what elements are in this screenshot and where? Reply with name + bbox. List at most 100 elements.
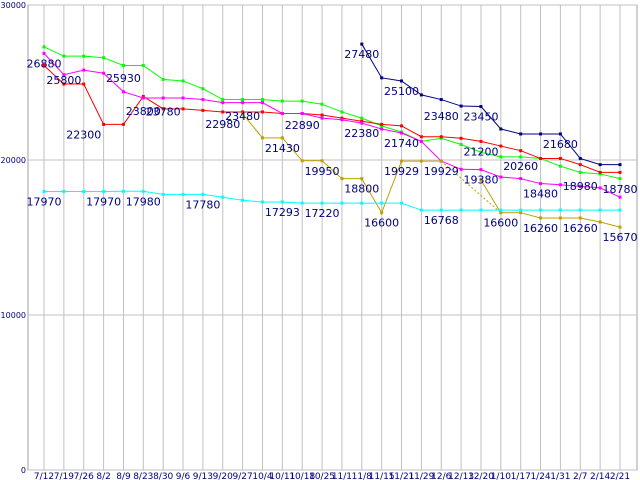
data-label: 19950 — [305, 165, 340, 178]
series-point — [539, 182, 542, 185]
data-label: 17780 — [185, 198, 220, 211]
data-label: 23480 — [225, 110, 260, 123]
data-label: 25100 — [384, 85, 419, 98]
series-point — [122, 64, 125, 67]
data-label: 23450 — [463, 111, 498, 124]
series-point — [162, 193, 165, 196]
series-point — [519, 209, 522, 212]
series-point — [201, 98, 204, 101]
series-point — [281, 112, 284, 115]
series-point — [519, 211, 522, 214]
series-point — [539, 216, 542, 219]
x-tick-label: 1/31 — [550, 472, 570, 480]
series-point — [162, 78, 165, 81]
series-point — [182, 79, 185, 82]
data-label: 21200 — [463, 145, 498, 158]
x-tick-label: 8/2 — [96, 472, 110, 480]
series-point — [122, 123, 125, 126]
series-point — [579, 209, 582, 212]
series-point — [201, 193, 204, 196]
data-label: 22890 — [285, 119, 320, 132]
series-point — [420, 160, 423, 163]
series-point — [380, 128, 383, 131]
data-label: 21430 — [265, 142, 300, 155]
series-point — [579, 216, 582, 219]
series-point — [400, 79, 403, 82]
series-point — [62, 190, 65, 193]
series-point — [221, 110, 224, 113]
series-point — [599, 221, 602, 224]
series-point — [321, 114, 324, 117]
series-point — [241, 98, 244, 101]
x-tick-label: 9/6 — [176, 472, 191, 480]
series-point — [122, 190, 125, 193]
series-point — [420, 135, 423, 138]
series-point — [619, 226, 622, 229]
data-label: 18980 — [563, 180, 598, 193]
series-point — [559, 165, 562, 168]
series-point — [599, 171, 602, 174]
series-point — [182, 107, 185, 110]
data-label: 21680 — [543, 138, 578, 151]
series-point — [440, 135, 443, 138]
series-point — [579, 171, 582, 174]
data-label: 18780 — [603, 183, 638, 196]
x-tick-label: 2/21 — [610, 472, 630, 480]
series-point — [102, 72, 105, 75]
series-point — [102, 56, 105, 59]
data-label: 16768 — [424, 214, 459, 227]
data-label: 18480 — [523, 188, 558, 201]
series-point — [619, 196, 622, 199]
x-tick-label: 9/13 — [193, 472, 213, 480]
series-point — [599, 186, 602, 189]
series-point — [321, 202, 324, 205]
data-label: 26880 — [27, 57, 62, 70]
series-point — [360, 43, 363, 46]
series-point — [519, 132, 522, 135]
series-point — [499, 145, 502, 148]
series-point — [340, 110, 343, 113]
series-point — [162, 97, 165, 100]
x-tick-label: 8/30 — [153, 472, 173, 480]
series-point — [420, 140, 423, 143]
series-point — [599, 209, 602, 212]
x-tick-label: 8/9 — [116, 472, 131, 480]
y-tick-label: 0 — [21, 466, 26, 475]
series-point — [142, 64, 145, 67]
data-label: 27480 — [344, 48, 379, 61]
data-label: 25930 — [106, 72, 141, 85]
series-point — [519, 149, 522, 152]
series-point — [619, 163, 622, 166]
x-tick-label: 7/26 — [74, 472, 94, 480]
series-point — [499, 128, 502, 131]
series-point — [82, 55, 85, 58]
series-point — [301, 112, 304, 115]
series-point — [440, 160, 443, 163]
series-point — [301, 100, 304, 103]
series-point — [122, 90, 125, 93]
series-point — [241, 101, 244, 104]
data-label: 17220 — [305, 207, 340, 220]
series-point — [619, 177, 622, 180]
series-point — [281, 200, 284, 203]
series-point — [201, 87, 204, 90]
series-point — [499, 209, 502, 212]
series-point — [102, 190, 105, 193]
series-point — [321, 159, 324, 162]
series-point — [360, 117, 363, 120]
series-point — [519, 155, 522, 158]
series-point — [301, 159, 304, 162]
series-point — [43, 190, 46, 193]
data-label: 17970 — [86, 195, 121, 208]
series-point — [499, 211, 502, 214]
x-tick-label: 9/27 — [233, 472, 253, 480]
x-tick-label: 2/14 — [590, 472, 610, 480]
y-tick-label: 30000 — [1, 1, 26, 10]
series-point — [619, 209, 622, 212]
series-point — [261, 136, 264, 139]
x-tick-label: 1/24 — [530, 472, 550, 480]
series-point — [559, 183, 562, 186]
series-point — [539, 157, 542, 160]
series-point — [301, 202, 304, 205]
